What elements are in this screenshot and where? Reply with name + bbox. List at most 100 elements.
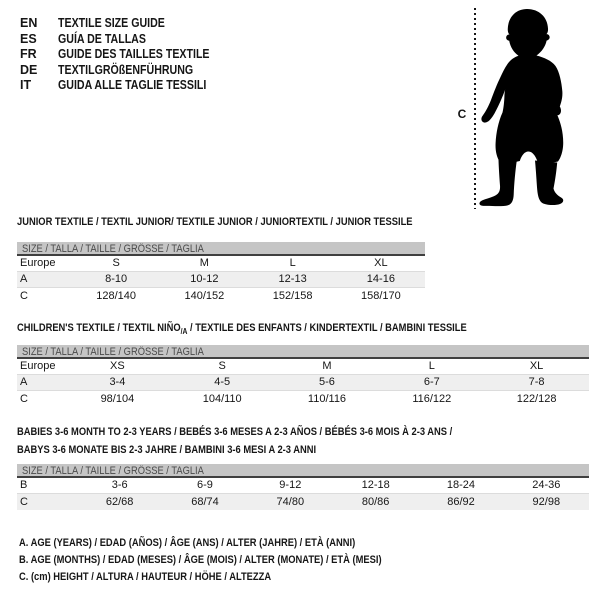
- size-cell: 74/80: [276, 496, 305, 508]
- footnote-text: A. AGE (YEARS) / EDAD (AÑOS) / ÂGE (ANS)…: [19, 537, 356, 549]
- size-cell: L: [289, 257, 296, 269]
- height-measure-dotted-line: [474, 8, 476, 209]
- size-cell: 7-8: [528, 376, 545, 388]
- size-cell: 24-36: [532, 479, 561, 491]
- row-label: A: [20, 376, 28, 388]
- size-cell: XL: [374, 257, 388, 269]
- row-label: Europe: [20, 257, 56, 269]
- language-code: EN: [20, 16, 38, 30]
- baby-silhouette-icon: [479, 9, 564, 207]
- size-cell: S: [218, 360, 226, 372]
- language-label: GUIDE DES TAILLES TEXTILE: [58, 47, 210, 62]
- row-label: C: [20, 496, 28, 508]
- babies-table-title: BABIES 3-6 MONTH TO 2-3 YEARS / BEBÉS 3-…: [17, 423, 529, 459]
- language-label: GUIDA ALLE TAGLIE TESSILI: [58, 78, 207, 93]
- footnote: C. (cm) HEIGHT / ALTURA / HAUTEUR / HÖHE…: [19, 569, 446, 586]
- size-cell: 110/116: [307, 393, 347, 405]
- language-row: DE TEXTILGRÖßENFÜHRUNG: [20, 63, 236, 79]
- language-row: EN TEXTILE SIZE GUIDE: [20, 16, 236, 32]
- children-title-subscript: /A: [180, 327, 188, 337]
- footnote-text: C. (cm) HEIGHT / ALTURA / HAUTEUR / HÖHE…: [19, 571, 272, 583]
- size-cell: 12-13: [278, 273, 307, 285]
- children-size-table: SIZE / TALLA / TAILLE / GRÖSSE / TAGLIA …: [17, 345, 589, 407]
- children-table-body: Europe XS S M L XL A 3-4 4-5 5-6 6-7 7-8 C 98/104 104/…: [17, 359, 589, 407]
- size-cell: 9-12: [279, 479, 302, 491]
- language-label: TEXTILE SIZE GUIDE: [58, 16, 165, 30]
- size-header-bar: SIZE / TALLA / TAILLE / GRÖSSE / TAGLIA: [17, 242, 425, 256]
- size-cell: 6-9: [197, 479, 213, 491]
- size-header-label: SIZE / TALLA / TAILLE / GRÖSSE / TAGLIA: [22, 243, 204, 255]
- size-cell: 140/152: [184, 290, 225, 302]
- size-cell: M: [199, 257, 209, 269]
- size-header-label: SIZE / TALLA / TAILLE / GRÖSSE / TAGLIA: [22, 465, 204, 477]
- row-label: B: [20, 479, 28, 491]
- babies-title-line1: BABIES 3-6 MONTH TO 2-3 YEARS / BEBÉS 3-…: [17, 423, 529, 441]
- size-cell: 5-6: [319, 376, 335, 388]
- table-row: B 3-6 6-9 9-12 12-18 18-24 24-36: [17, 478, 589, 494]
- size-header-bar: SIZE / TALLA / TAILLE / GRÖSSE / TAGLIA: [17, 464, 589, 478]
- size-cell: 152/158: [272, 290, 313, 302]
- footnotes: A. AGE (YEARS) / EDAD (AÑOS) / ÂGE (ANS)…: [19, 535, 446, 586]
- size-cell: L: [428, 360, 435, 372]
- size-cell: 3-6: [111, 479, 128, 491]
- babies-title-line1-text: BABIES 3-6 MONTH TO 2-3 YEARS / BEBÉS 3-…: [17, 426, 453, 438]
- size-cell: 10-12: [190, 273, 219, 285]
- table-row: A 3-4 4-5 5-6 6-7 7-8: [17, 375, 589, 391]
- row-label: C: [20, 290, 28, 302]
- table-row: Europe S M L XL: [17, 256, 425, 272]
- footnote-text: B. AGE (MONTHS) / EDAD (MESES) / ÂGE (MO…: [19, 554, 382, 566]
- size-cell: 3-4: [109, 376, 126, 388]
- size-cell: 6-7: [423, 376, 440, 388]
- junior-table-body: Europe S M L XL A 8-10 10-12 12-13 14-16 C 128/140 1…: [17, 256, 425, 304]
- size-cell: 8-10: [105, 273, 128, 285]
- size-cell: M: [322, 360, 332, 372]
- junior-table-title: JUNIOR TEXTILE / TEXTIL JUNIOR/ TEXTILE …: [17, 216, 482, 228]
- children-title-pre: CHILDREN'S TEXTILE / TEXTIL NIÑO: [17, 322, 181, 334]
- size-cell: 104/110: [202, 393, 242, 405]
- table-row: C 62/68 68/74 74/80 80/86 86/92 92/98: [17, 494, 589, 510]
- footnote: B. AGE (MONTHS) / EDAD (MESES) / ÂGE (MO…: [19, 552, 446, 569]
- size-header-bar: SIZE / TALLA / TAILLE / GRÖSSE / TAGLIA: [17, 345, 589, 359]
- language-label: TEXTILGRÖßENFÜHRUNG: [58, 62, 194, 77]
- size-cell: 158/170: [360, 290, 401, 302]
- size-cell: XL: [529, 360, 544, 372]
- height-measure-label: C: [457, 107, 467, 121]
- size-cell: 80/86: [361, 496, 390, 508]
- language-code: DE: [20, 62, 38, 77]
- size-header-label: SIZE / TALLA / TAILLE / GRÖSSE / TAGLIA: [22, 346, 204, 358]
- row-label: A: [20, 273, 28, 285]
- language-list: EN TEXTILE SIZE GUIDE ES GUÍA DE TALLAS FR GU…: [20, 16, 236, 94]
- size-cell: 116/122: [412, 393, 452, 405]
- babies-title-line2-text: BABYS 3-6 MONATE BIS 2-3 JAHRE / BAMBINI…: [17, 444, 317, 456]
- size-cell: 18-24: [446, 479, 476, 491]
- language-row: IT GUIDA ALLE TAGLIE TESSILI: [20, 78, 236, 94]
- table-row: A 8-10 10-12 12-13 14-16: [17, 272, 425, 288]
- babies-size-table: SIZE / TALLA / TAILLE / GRÖSSE / TAGLIA …: [17, 464, 589, 510]
- size-cell: 4-5: [214, 376, 231, 388]
- babies-table-body: B 3-6 6-9 9-12 12-18 18-24 24-36 C 62/68 68/74 74/…: [17, 478, 589, 510]
- children-table-title-text: CHILDREN'S TEXTILE / TEXTIL NIÑO/A / TEX…: [17, 322, 467, 338]
- language-label: GUÍA DE TALLAS: [58, 31, 146, 46]
- language-row: ES GUÍA DE TALLAS: [20, 32, 236, 48]
- junior-table-title-text: JUNIOR TEXTILE / TEXTIL JUNIOR/ TEXTILE …: [17, 216, 413, 228]
- table-row: C 128/140 140/152 152/158 158/170: [17, 288, 425, 304]
- size-cell: 122/128: [516, 393, 557, 405]
- footnote: A. AGE (YEARS) / EDAD (AÑOS) / ÂGE (ANS)…: [19, 535, 446, 552]
- size-cell: 12-18: [361, 479, 390, 491]
- size-cell: XS: [110, 360, 125, 372]
- size-cell: 68/74: [191, 496, 219, 508]
- language-code: ES: [20, 31, 37, 46]
- junior-size-table: SIZE / TALLA / TAILLE / GRÖSSE / TAGLIA …: [17, 242, 425, 304]
- size-cell: 92/98: [532, 496, 561, 508]
- size-cell: S: [112, 257, 120, 269]
- babies-title-line2: BABYS 3-6 MONATE BIS 2-3 JAHRE / BAMBINI…: [17, 441, 529, 459]
- size-cell: 128/140: [96, 290, 136, 302]
- table-row: Europe XS S M L XL: [17, 359, 589, 375]
- row-label: Europe: [20, 360, 56, 372]
- row-label: C: [20, 393, 28, 405]
- language-code: IT: [20, 78, 32, 93]
- language-row: FR GUIDE DES TAILLES TEXTILE: [20, 47, 236, 63]
- children-title-post: / TEXTILE DES ENFANTS / KINDERTEXTIL / B…: [187, 322, 467, 334]
- baby-figure: C: [440, 0, 600, 220]
